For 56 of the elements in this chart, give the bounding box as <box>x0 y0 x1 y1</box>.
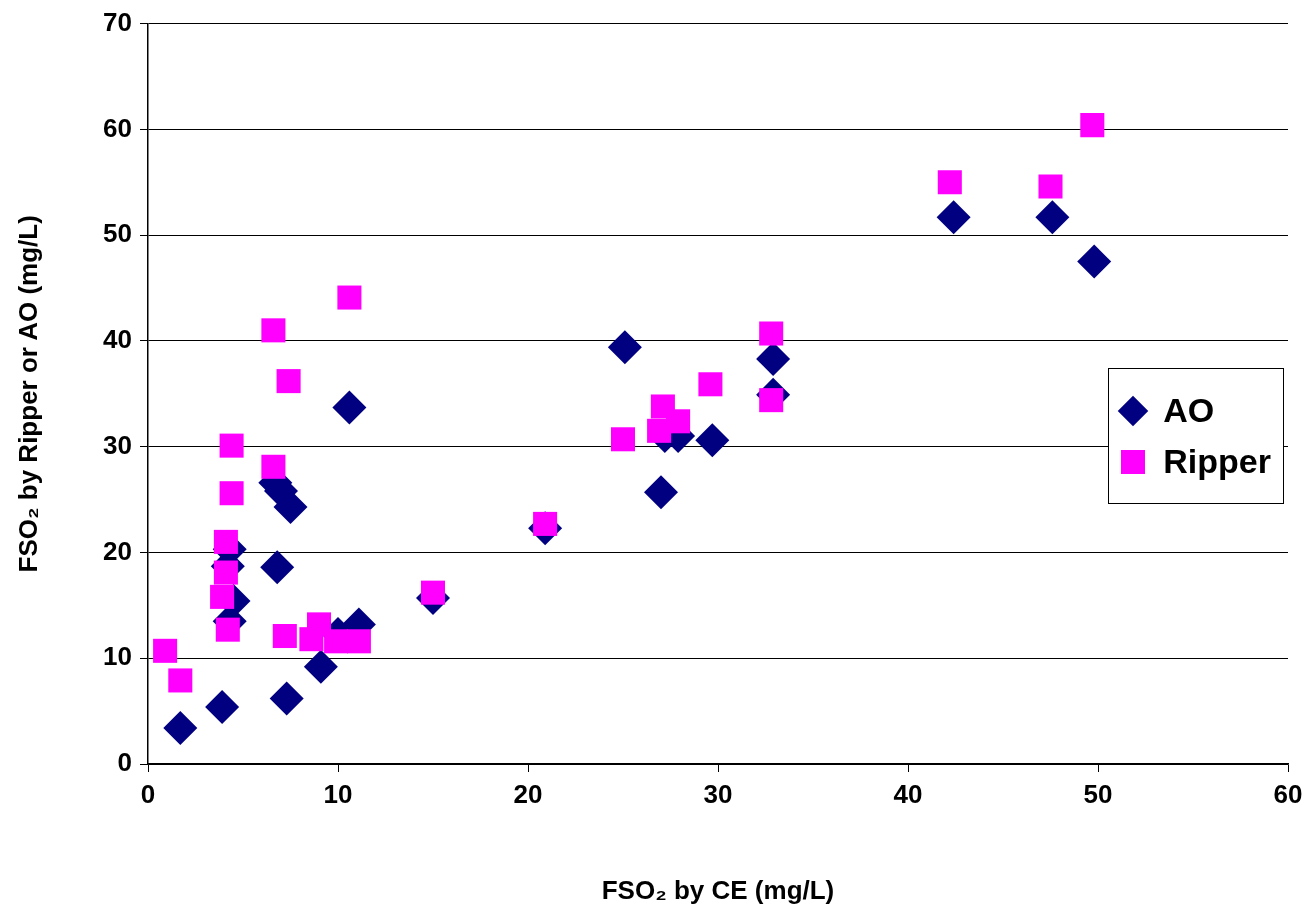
point <box>260 550 295 585</box>
y-tick-label: 30 <box>103 429 132 460</box>
point <box>698 372 723 397</box>
point <box>210 584 235 609</box>
point <box>153 638 178 663</box>
point <box>324 629 349 654</box>
point <box>1035 200 1070 235</box>
point <box>346 629 371 654</box>
point <box>219 481 244 506</box>
legend-label: Ripper <box>1163 442 1271 481</box>
point <box>1080 113 1105 138</box>
point <box>219 433 244 458</box>
point <box>215 617 240 642</box>
point <box>610 427 636 452</box>
y-tick-label: 10 <box>103 641 132 672</box>
point <box>269 681 304 716</box>
point <box>420 580 446 605</box>
point <box>163 711 198 746</box>
point <box>695 423 730 458</box>
y-tick-label: 20 <box>103 535 132 566</box>
point <box>666 409 691 434</box>
point <box>261 454 286 479</box>
point <box>213 560 238 585</box>
point <box>337 285 362 310</box>
point <box>276 369 301 394</box>
point <box>332 390 367 425</box>
y-tick-label: 60 <box>103 112 132 143</box>
point <box>205 689 240 724</box>
point <box>272 624 297 649</box>
x-tick-label: 40 <box>893 778 923 809</box>
point <box>1038 174 1063 199</box>
point <box>1077 244 1112 279</box>
point <box>759 321 784 346</box>
y-tick-label: 50 <box>103 218 132 249</box>
point <box>168 668 193 693</box>
point <box>607 330 642 365</box>
y-tick-label: 70 <box>103 6 132 37</box>
x-axis-title: FSO₂ by CE (mg/L) <box>601 874 835 905</box>
point <box>303 649 338 684</box>
x-tick-label: 50 <box>1083 778 1113 809</box>
x-tick-label: 60 <box>1273 778 1303 809</box>
x-tick-label: 10 <box>323 778 353 809</box>
point <box>213 529 238 554</box>
y-tick-label: 40 <box>103 324 132 355</box>
y-axis-title: FSO₂ by Ripper or AO (mg/L) <box>12 215 43 573</box>
point <box>261 318 286 343</box>
legend-label: AO <box>1163 391 1215 430</box>
point <box>937 170 962 195</box>
point <box>936 200 971 235</box>
x-tick-label: 20 <box>513 778 543 809</box>
point <box>306 612 332 637</box>
point <box>644 475 678 510</box>
point <box>759 388 784 413</box>
x-tick-label: 0 <box>140 778 156 809</box>
y-tick-label: 0 <box>117 747 132 778</box>
x-tick-label: 30 <box>703 778 733 809</box>
